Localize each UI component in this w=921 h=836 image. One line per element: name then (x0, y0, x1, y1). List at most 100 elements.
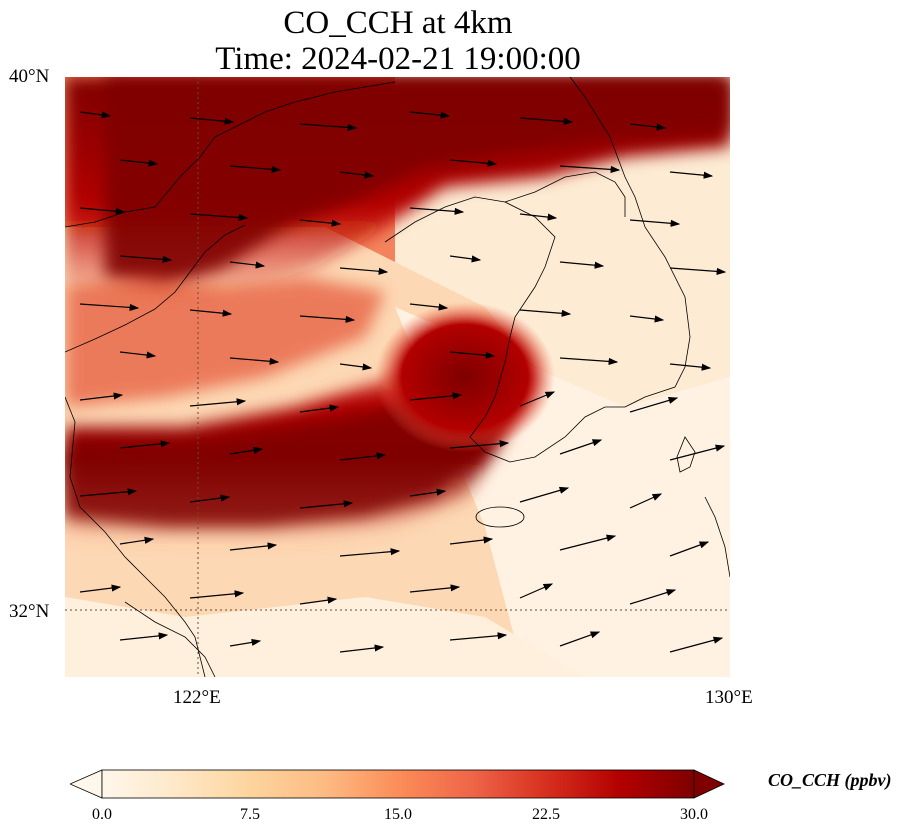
wind-arrow (519, 213, 558, 221)
wind-arrow (79, 303, 140, 312)
wind-arrow (629, 589, 677, 605)
wind-arrow (449, 255, 482, 263)
western-mid-band (65, 277, 385, 407)
wind-arrow (119, 255, 173, 263)
wind-arrow (449, 351, 496, 359)
wind-arrow (449, 632, 508, 641)
southwest-clean-region (65, 597, 585, 677)
wind-arrow (559, 439, 603, 455)
central-maximum (375, 302, 555, 452)
wind-arrow (299, 315, 356, 323)
wind-arrow (409, 488, 447, 497)
wind-vectors (79, 111, 727, 653)
wind-arrow (559, 261, 605, 269)
wind-arrow (409, 207, 465, 215)
wind-arrow (519, 486, 570, 503)
wind-arrow (229, 638, 262, 647)
wind-arrow (339, 452, 387, 461)
wind-arrow (299, 219, 342, 227)
wind-arrow (299, 596, 338, 605)
wind-arrow (79, 488, 138, 497)
wind-arrow (229, 357, 280, 365)
wind-arrow (119, 159, 159, 167)
wind-arrow (629, 123, 667, 131)
colorbar-extend-min (69, 769, 103, 799)
wind-arrow (409, 392, 463, 401)
jeju-island (475, 506, 525, 528)
wind-arrow (449, 159, 498, 167)
wind-arrow (229, 542, 278, 551)
lon-label-122e: 122°E (173, 687, 221, 708)
wind-arrow (189, 398, 247, 407)
map-time: Time: 2024-02-21 19:00:00 (215, 41, 581, 77)
wind-arrow (299, 123, 358, 131)
wind-arrow (669, 171, 714, 179)
lon-label-130e: 130°E (705, 687, 753, 708)
concentration-map (64, 76, 731, 678)
wind-arrow (449, 536, 494, 545)
colorbar-label: CO_CCH (ppbv) (768, 770, 892, 790)
map-plot-area (64, 76, 731, 678)
wind-arrow (79, 207, 126, 215)
colorbar-tick-0: 0.0 (92, 806, 112, 823)
wind-arrow (299, 500, 354, 509)
tsushima-island (676, 436, 696, 473)
yangtze-estuary (124, 601, 216, 678)
lat-label-32n: 32°N (9, 601, 50, 622)
wind-arrow (559, 631, 601, 647)
wind-arrow (409, 303, 449, 311)
wind-arrow (559, 534, 617, 551)
southern-band-core (65, 357, 515, 527)
jiangsu-coast (64, 396, 206, 678)
northern-band-core (105, 77, 730, 287)
wind-arrow (339, 171, 375, 179)
wind-arrow (339, 548, 401, 557)
wind-arrow (669, 267, 727, 275)
wind-arrow (79, 392, 124, 401)
colorbar-extend-max (693, 769, 725, 799)
shandong-coast (64, 224, 246, 353)
wind-arrow (519, 583, 554, 599)
wind-arrow (449, 440, 510, 449)
colorbar-gradient (101, 769, 695, 799)
wind-arrow (519, 391, 556, 407)
wind-arrow (669, 363, 712, 371)
wind-arrow (119, 351, 157, 359)
colorbar-tick-22-5: 22.5 (532, 806, 560, 823)
wind-arrow (559, 357, 619, 366)
wind-arrow (189, 590, 245, 599)
colorbar-tick-7-5: 7.5 (240, 806, 260, 823)
wind-arrow (669, 444, 726, 461)
wind-arrow (409, 111, 451, 119)
korea-bay-coast (504, 171, 626, 217)
wind-arrow (189, 309, 233, 317)
wind-arrow (79, 584, 122, 593)
wind-arrow (229, 261, 266, 269)
wind-arrow (119, 440, 171, 449)
wind-arrow (79, 111, 112, 119)
wind-arrow (229, 165, 282, 173)
wind-arrow (339, 644, 385, 653)
wind-arrow (669, 541, 710, 557)
wind-arrow (629, 493, 663, 509)
wind-arrow (339, 363, 373, 371)
colorbar-tick-30: 30.0 (680, 806, 708, 823)
wind-arrow (119, 632, 169, 641)
wind-arrow (189, 213, 249, 222)
kyushu-coast (704, 496, 731, 578)
wind-arrow (669, 636, 724, 653)
wind-arrow (559, 165, 621, 174)
colorbar (69, 768, 725, 800)
wind-arrow (189, 494, 231, 503)
wind-arrow (629, 315, 665, 323)
wind-arrow (409, 584, 461, 593)
map-title: CO_CCH at 4km (283, 5, 513, 41)
wind-arrow (299, 404, 340, 413)
wind-arrow (519, 117, 574, 125)
wind-arrow (629, 396, 679, 413)
wind-arrow (189, 117, 235, 125)
wind-arrow (119, 536, 155, 545)
korean-peninsula-coast (384, 76, 691, 463)
colorbar-svg (69, 769, 725, 799)
wind-arrow (629, 219, 681, 227)
